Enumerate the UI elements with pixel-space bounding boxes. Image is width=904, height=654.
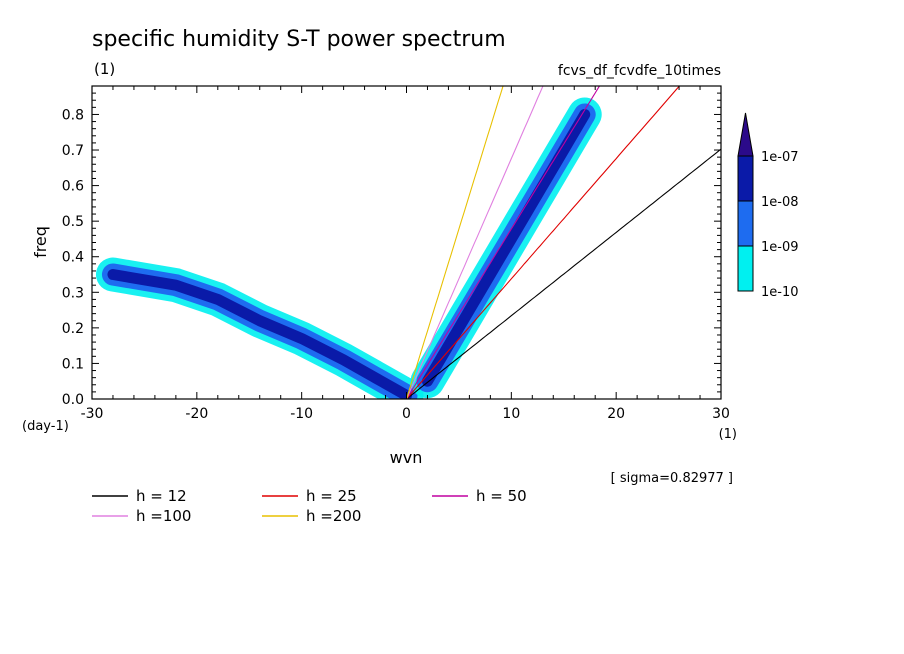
- kelvin-wave-curve-h200: [405, 86, 504, 399]
- colorbar-segment: [737, 200, 754, 247]
- y-tick-label: 0.7: [62, 143, 84, 159]
- spectral-bands: [95, 97, 602, 399]
- x-unit-label: (1): [719, 427, 737, 442]
- colorbar-segment: [737, 155, 754, 202]
- x-tick-label: 30: [712, 406, 730, 422]
- colorbar-label: 1e-07: [761, 150, 799, 165]
- x-axis-label: wvn: [390, 448, 423, 467]
- y-tick-label: 0.4: [62, 250, 84, 266]
- y-tick-label: 0.0: [62, 392, 84, 408]
- x-tick-label: -30: [81, 406, 104, 422]
- y-tick-label: 0.5: [62, 214, 84, 230]
- legend: h = 12 h = 25 h = 50 h =100 h =200: [92, 487, 527, 525]
- chart-subtitle-left: (1): [94, 60, 115, 78]
- kelvin-wave-curve-h25: [406, 86, 681, 399]
- colorbar-segment: [737, 245, 754, 292]
- x-tick-label: 0: [402, 406, 411, 422]
- plot-frame: [91, 85, 722, 400]
- dispersion-curves: [405, 86, 721, 399]
- legend-label: h =100: [136, 507, 191, 525]
- y-tick-label: 0.1: [62, 356, 84, 372]
- x-tick-label: 10: [502, 406, 520, 422]
- legend-label: h =200: [306, 507, 361, 525]
- chart-title: specific humidity S-T power spectrum: [92, 27, 506, 52]
- y-tick-label: 0.2: [62, 321, 84, 337]
- colorbar-label: 1e-09: [761, 240, 799, 255]
- x-tick-label: -20: [185, 406, 208, 422]
- chart-subtitle-right: fcvs_df_fcvdfe_10times: [558, 63, 721, 79]
- sigma-label: [ sigma=0.82977 ]: [611, 471, 733, 486]
- colorbar-label: 1e-10: [761, 285, 799, 300]
- kelvin-wave-curve-h12: [406, 148, 721, 399]
- y-tick-label: 0.6: [62, 179, 84, 195]
- colorbar-label: 1e-08: [761, 195, 799, 210]
- legend-label: h = 50: [476, 487, 527, 505]
- band-core-eastward-diagonal: [421, 108, 591, 387]
- kelvin-wave-curve-h100: [405, 86, 544, 399]
- y-unit-label: (day-1): [22, 419, 69, 434]
- colorbar-triangle: [737, 112, 754, 157]
- x-tick-label: 20: [607, 406, 625, 422]
- axis-ticks: -30 -20 -10 0 10 20 30 0.0 0.1 0.2 0.3 0.4 0.5 0.6 0.7…: [62, 86, 730, 422]
- kelvin-wave-curve-h50: [406, 86, 601, 399]
- legend-label: h = 25: [306, 487, 357, 505]
- legend-label: h = 12: [136, 487, 187, 505]
- band-core-westward-diagonal: [107, 269, 412, 399]
- plot-area: [95, 86, 721, 399]
- y-tick-label: 0.3: [62, 285, 84, 301]
- y-tick-label: 0.8: [62, 107, 84, 123]
- y-axis-label: freq: [31, 226, 50, 258]
- colorbar: 1e-07 1e-08 1e-09 1e-10: [737, 112, 799, 300]
- x-tick-label: -10: [290, 406, 313, 422]
